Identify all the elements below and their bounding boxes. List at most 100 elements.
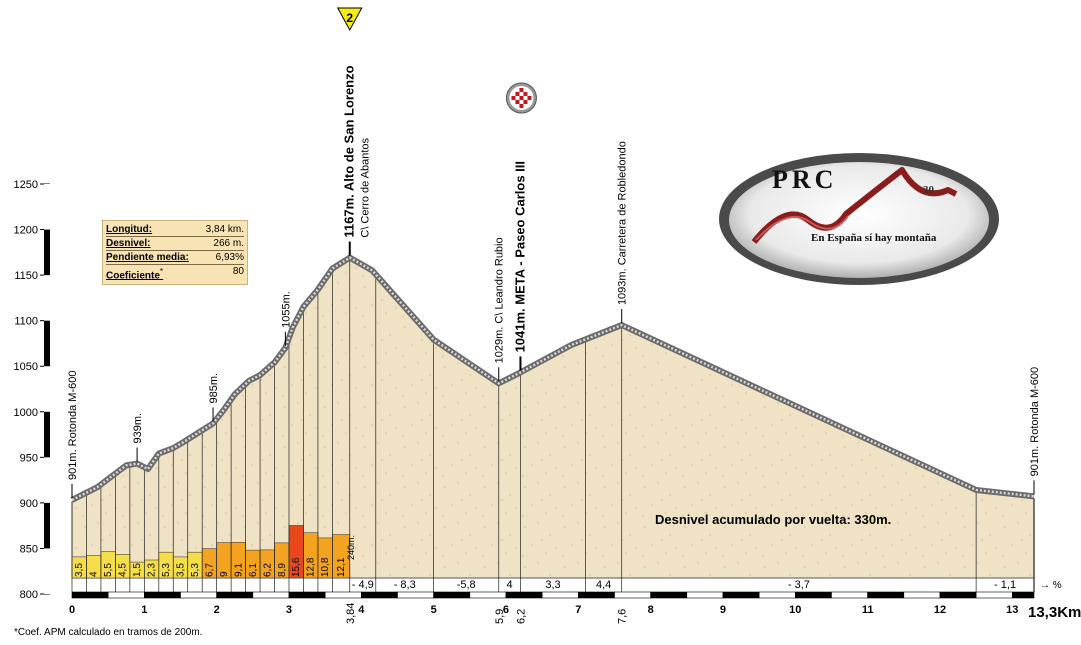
x-axis-strip [107, 591, 145, 599]
x-tick-label: 5 [431, 604, 437, 616]
prc-logo: PRC 30 En España sí hay montaña [719, 153, 999, 285]
y-tick-label: 1050 [14, 361, 38, 373]
x-axis-strip [505, 591, 543, 599]
x-axis-strip [469, 591, 507, 599]
finish-flag-check [519, 88, 524, 92]
y-tick-label: 1250 [14, 179, 38, 191]
stat-sup: * [159, 266, 164, 276]
category-badge-icon [336, 7, 363, 32]
y-tick-label: 1150 [14, 270, 38, 282]
stat-pendiente: Pendiente media: 6,93% [106, 251, 244, 265]
gradient-label: 4 [507, 579, 513, 591]
x-axis-strip [71, 591, 109, 599]
x-axis-strip [722, 591, 760, 599]
x-total-label: 13,3Km [1028, 604, 1081, 621]
logo-number: 30 [923, 184, 935, 196]
gradient-label: - 1,1 [994, 579, 1016, 591]
x-axis-strip [686, 591, 724, 599]
annotation-label: 901m. Rotonda M-600 [67, 371, 79, 480]
logo-mountain-highlight [755, 215, 849, 241]
x-axis-strip [397, 591, 434, 599]
x-axis-strip [216, 591, 254, 599]
footnote: *Coef. APM calculado en tramos de 200m. [14, 627, 203, 638]
stat-coeficiente: Coeficiente* 80 [106, 265, 244, 282]
x-axis-strip [252, 591, 290, 599]
y-tick-label: 800 [20, 589, 38, 601]
y-axis-stripe [44, 366, 50, 412]
x-axis-strip [578, 591, 615, 599]
x-tick-label: 3 [286, 604, 292, 616]
x-tick-label: 12 [934, 604, 946, 616]
gradient-label: 2,3 [147, 563, 158, 577]
y-axis-stripe [44, 184, 50, 230]
x-tick-label: 9 [720, 604, 726, 616]
annotation-label: 939m. [132, 413, 144, 444]
annotation-label: 1041m. META - Paseo Carlos III [512, 161, 527, 352]
x-axis-strip [614, 591, 651, 599]
stat-value: 3,84 km. [205, 224, 244, 235]
y-axis-stripe [44, 275, 50, 321]
x-axis-strip [324, 591, 362, 599]
x-axis-strip [144, 591, 181, 599]
x-axis-strip [903, 591, 941, 599]
x-tick-label: 7 [575, 604, 581, 616]
logo-mountain-icon [751, 167, 958, 244]
gradient-label: 9,1 [233, 563, 244, 577]
road-dashes [71, 256, 1035, 502]
stat-label: Desnivel: [106, 238, 151, 249]
x-extra-label: 5,9 [494, 609, 506, 624]
stat-label-text: Coeficiente [106, 270, 160, 282]
y-tick-label: 1200 [14, 225, 38, 237]
gradient-label: 5,5 [103, 563, 114, 577]
x-axis-strip [650, 591, 688, 599]
gradient-label: 4,4 [596, 579, 611, 591]
stat-value: 80 [232, 266, 244, 277]
gradient-label: - 3,7 [788, 579, 810, 591]
stat-label: Longitud: [106, 224, 153, 235]
category-badge-label: 2 [346, 11, 353, 25]
x-axis-strip [831, 591, 868, 599]
finish-flag-check [511, 96, 516, 100]
gradient-label: 12,8 [306, 557, 317, 577]
stat-label: Pendiente media: [106, 252, 189, 263]
x-axis-strip [288, 591, 326, 599]
gradient-label: 10,8 [320, 557, 331, 577]
x-extra-label: 7,6 [617, 609, 629, 624]
x-axis-strip [758, 591, 796, 599]
gradient-label: - 8,3 [394, 579, 416, 591]
x-axis-strip [975, 591, 1013, 599]
gradient-label: 5,3 [161, 563, 172, 577]
gradient-label: 3,3 [545, 579, 560, 591]
finish-flag-check [527, 96, 532, 100]
stat-longitud: Longitud: 3,84 km. [106, 223, 244, 237]
gradient-label: -5,8 [457, 579, 476, 591]
gradient-label: 12,1 [336, 557, 347, 577]
logo-text: PRC [772, 165, 837, 194]
finish-flag-check [523, 92, 528, 96]
annotation-label: 985m. [208, 373, 220, 404]
y-axis-stripe [44, 548, 50, 594]
x-axis-strip [867, 591, 905, 599]
finish-flag-check [515, 100, 520, 104]
finish-flag-check [515, 92, 520, 96]
stat-desnivel: Desnivel: 266 m. [106, 237, 244, 251]
climb-stats-box: Longitud: 3,84 km. Desnivel: 266 m. Pend… [102, 220, 248, 286]
annotation-sublabel: C\ Cerro de Abantos [360, 137, 372, 237]
annotation-label: 1055m. [280, 291, 292, 328]
gradient-label: 1,5 [132, 563, 143, 577]
gradient-label: 3,5 [74, 563, 85, 577]
finish-flag-check [523, 100, 528, 104]
y-tick-label: 1000 [14, 407, 38, 419]
gradient-label: 9 [219, 571, 230, 577]
x-tick-label: 0 [69, 604, 75, 616]
x-extra-label: 6,2 [515, 609, 527, 624]
y-tick-label: 950 [20, 452, 38, 464]
gradient-label: 8,9 [277, 563, 288, 577]
gradient-label: 15,6 [291, 557, 302, 577]
x-axis-strip [939, 591, 977, 599]
stat-value: 266 m. [213, 238, 244, 249]
logo-slogan: En España sí hay montaña [811, 232, 937, 244]
x-axis-strip [795, 591, 832, 599]
